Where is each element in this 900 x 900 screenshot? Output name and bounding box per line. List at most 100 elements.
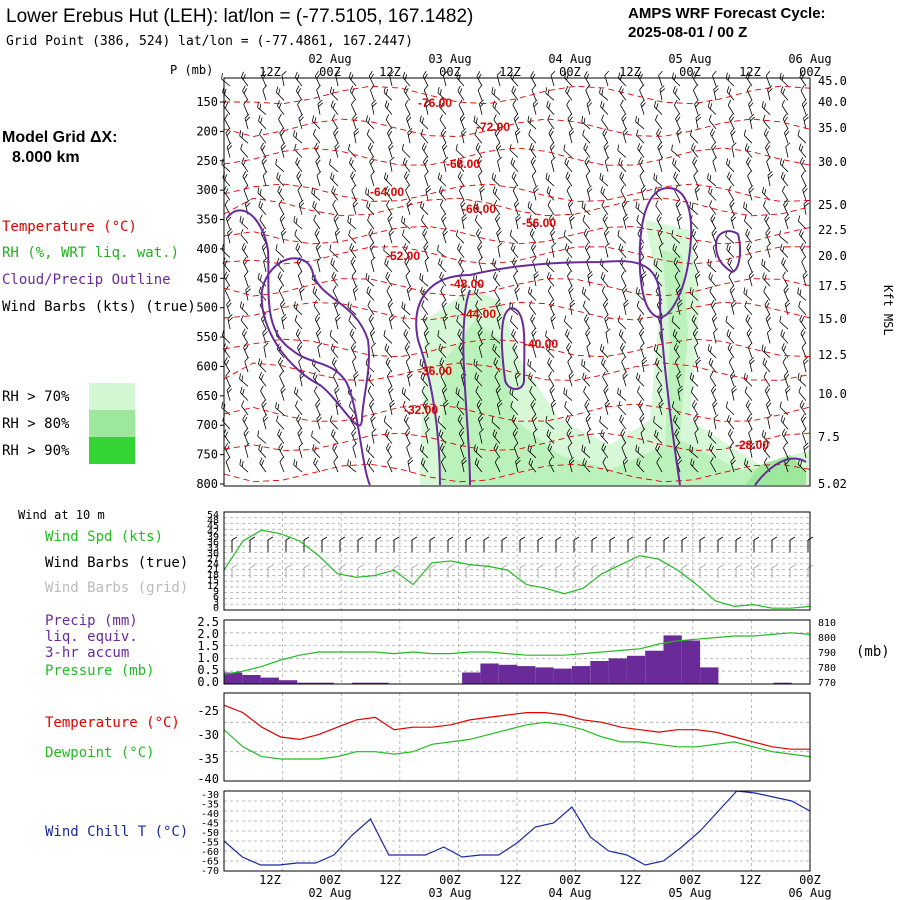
wind-barb — [694, 99, 700, 115]
wind-barb — [725, 72, 735, 87]
surface-barb-grid — [357, 564, 364, 578]
wind-barb — [279, 457, 285, 473]
wind-barb — [800, 414, 807, 430]
wind-barb — [424, 256, 430, 273]
wind-barb — [403, 328, 411, 344]
wind-barb — [456, 157, 465, 173]
wind-barb — [707, 101, 717, 115]
tick-label: 36 — [207, 537, 219, 548]
wind-barb — [569, 213, 575, 230]
wind-barb — [622, 128, 629, 144]
precip-panel-frame — [223, 619, 811, 685]
wind-barb — [443, 156, 449, 172]
wind-barb — [455, 387, 465, 401]
surface-barb-true — [753, 536, 760, 552]
wind-barb — [510, 72, 519, 87]
legend-rh70-swatch — [89, 383, 135, 410]
wind-barb — [583, 314, 591, 330]
wind-barb — [709, 128, 717, 144]
wind-barb — [349, 85, 357, 101]
surface-barb-true — [699, 536, 706, 552]
tick-label: -50 — [201, 828, 219, 839]
wind-barb — [725, 315, 735, 330]
wind-barb — [474, 457, 483, 473]
wind-barb — [224, 357, 231, 373]
kft-tick: 5.02 — [818, 477, 847, 491]
wind-barb — [761, 101, 771, 115]
wind-barb — [639, 171, 645, 187]
wind-barb — [601, 357, 609, 373]
wind-barb — [511, 414, 519, 430]
windchill-panel-frame — [223, 790, 811, 872]
wind-barb — [710, 385, 717, 401]
wind-barb — [440, 285, 447, 301]
tick-label: 15 — [207, 576, 219, 587]
wind-barb — [780, 329, 789, 344]
wind-barb — [709, 285, 717, 301]
wind-barb — [601, 200, 609, 215]
wind-barb — [728, 271, 735, 287]
wind-barb — [495, 142, 502, 158]
wind-barb — [800, 328, 807, 344]
pressure-tick: 750 — [196, 448, 218, 462]
wind-barb — [762, 443, 771, 459]
wind-barb — [330, 100, 339, 115]
wind-barb — [691, 314, 699, 330]
wind-barb — [497, 242, 503, 258]
wind-barb — [658, 156, 664, 172]
wind-barb — [763, 286, 771, 301]
wind-barb — [370, 170, 375, 187]
wind-barb — [259, 214, 267, 230]
grid-point-subtitle: Grid Point (386, 524) lat/lon = (-77.486… — [6, 34, 413, 49]
wind-barb — [474, 214, 483, 230]
wind-barb — [748, 185, 754, 201]
wind-barb — [385, 186, 393, 201]
wind-barb — [293, 386, 303, 401]
wind-barb — [473, 358, 483, 373]
wind-barb — [782, 357, 789, 373]
surface-barb-true — [717, 536, 724, 552]
wind-barb — [515, 457, 521, 473]
wind-barb — [799, 400, 807, 416]
wind-barb — [383, 244, 393, 258]
tick-label: -55 — [201, 838, 219, 849]
temperature-tick: -40 — [197, 772, 219, 786]
cloud-outline-1 — [226, 209, 371, 486]
wind-barb — [586, 185, 593, 201]
wind-barb — [636, 215, 645, 230]
precip-bar — [626, 655, 646, 684]
wind-barb — [280, 228, 287, 244]
wind-barb — [297, 99, 303, 115]
isotherm-label: -68.00 — [446, 157, 480, 171]
wind-barb — [510, 157, 519, 173]
wind-barb — [748, 271, 755, 287]
wind-barb — [365, 187, 375, 201]
wind-barb — [491, 330, 501, 344]
wind-barb — [259, 457, 267, 473]
wind-barb — [242, 414, 249, 430]
bottom-date-label: 02 Aug — [308, 886, 351, 900]
wind-barb — [439, 271, 447, 287]
wind-barb — [241, 71, 249, 87]
wind-barb — [747, 342, 753, 358]
wind-barb — [565, 329, 573, 344]
wind-barb — [513, 356, 519, 373]
wind-barb — [442, 228, 448, 244]
wind-barb — [527, 444, 537, 459]
bottom-time-tick: 12Z — [619, 873, 641, 887]
wind-barb — [584, 400, 591, 416]
wind-barb — [674, 356, 681, 373]
pressure-tick: 300 — [196, 183, 218, 197]
wind-barb — [407, 371, 413, 387]
wind-barb — [548, 128, 555, 144]
surface-barb-true — [663, 536, 670, 552]
wind-barb — [425, 428, 431, 444]
wind-barb — [495, 299, 501, 315]
wind-barb — [281, 314, 287, 330]
wind-barb — [367, 457, 375, 473]
wind-barb — [563, 229, 573, 244]
precip-bar — [571, 666, 591, 684]
wind-barb — [366, 200, 375, 215]
wind-barb — [761, 429, 771, 444]
wind-barb — [295, 157, 303, 173]
